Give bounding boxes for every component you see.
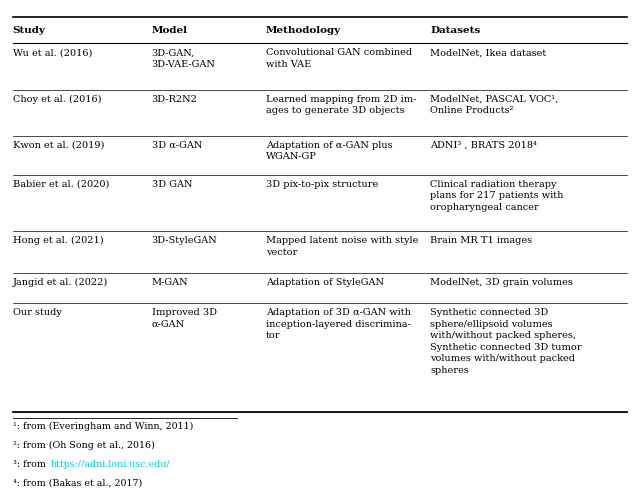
Text: ³: from: ³: from: [13, 460, 49, 469]
Text: ModelNet, Ikea dataset: ModelNet, Ikea dataset: [430, 48, 547, 57]
Text: https://adni.loni.usc.edu/: https://adni.loni.usc.edu/: [51, 460, 170, 469]
Text: Hong et al. (2021): Hong et al. (2021): [13, 237, 104, 246]
Text: Mapped latent noise with style
vector: Mapped latent noise with style vector: [266, 237, 418, 257]
Text: Adaptation of 3D α-GAN with
inception-layered discrimina-
tor: Adaptation of 3D α-GAN with inception-la…: [266, 308, 410, 340]
Text: 3D GAN: 3D GAN: [152, 180, 192, 189]
Text: Synthetic connected 3D
sphere/ellipsoid volumes
with/without packed spheres,
Syn: Synthetic connected 3D sphere/ellipsoid …: [430, 308, 582, 375]
Text: ¹: from (Everingham and Winn, 2011): ¹: from (Everingham and Winn, 2011): [13, 422, 193, 431]
Text: Brain MR T1 images: Brain MR T1 images: [430, 237, 532, 246]
Text: 3D-GAN,
3D-VAE-GAN: 3D-GAN, 3D-VAE-GAN: [152, 48, 216, 69]
Text: 3D-R2N2: 3D-R2N2: [152, 95, 198, 104]
Text: Clinical radiation therapy
plans for 217 patients with
oropharyngeal cancer: Clinical radiation therapy plans for 217…: [430, 180, 563, 212]
Text: ModelNet, 3D grain volumes: ModelNet, 3D grain volumes: [430, 277, 573, 286]
Text: Kwon et al. (2019): Kwon et al. (2019): [13, 141, 104, 150]
Text: Learned mapping from 2D im-
ages to generate 3D objects: Learned mapping from 2D im- ages to gene…: [266, 95, 416, 115]
Text: Improved 3D
α-GAN: Improved 3D α-GAN: [152, 308, 217, 329]
Text: Babier et al. (2020): Babier et al. (2020): [13, 180, 109, 189]
Text: Choy et al. (2016): Choy et al. (2016): [13, 95, 101, 104]
Text: Adaptation of α-GAN plus
WGAN-GP: Adaptation of α-GAN plus WGAN-GP: [266, 141, 392, 161]
Text: Model: Model: [152, 26, 188, 35]
Text: Adaptation of StyleGAN: Adaptation of StyleGAN: [266, 277, 383, 286]
Text: ModelNet, PASCAL VOC¹,
Online Products²: ModelNet, PASCAL VOC¹, Online Products²: [430, 95, 558, 115]
Text: ADNI³ , BRATS 2018⁴: ADNI³ , BRATS 2018⁴: [430, 141, 537, 150]
Text: Methodology: Methodology: [266, 26, 340, 35]
Text: ⁴: from (Bakas et al., 2017): ⁴: from (Bakas et al., 2017): [13, 479, 142, 488]
Text: Jangid et al. (2022): Jangid et al. (2022): [13, 277, 108, 286]
Text: 3D-StyleGAN: 3D-StyleGAN: [152, 237, 218, 246]
Text: Convolutional GAN combined
with VAE: Convolutional GAN combined with VAE: [266, 48, 412, 69]
Text: M-GAN: M-GAN: [152, 277, 188, 286]
Text: Wu et al. (2016): Wu et al. (2016): [13, 48, 92, 57]
Text: ²: from (Oh Song et al., 2016): ²: from (Oh Song et al., 2016): [13, 441, 155, 450]
Text: Study: Study: [13, 26, 45, 35]
Text: 3D pix-to-pix structure: 3D pix-to-pix structure: [266, 180, 378, 189]
Text: Our study: Our study: [13, 308, 61, 317]
Text: 3D α-GAN: 3D α-GAN: [152, 141, 202, 150]
Text: Datasets: Datasets: [430, 26, 481, 35]
